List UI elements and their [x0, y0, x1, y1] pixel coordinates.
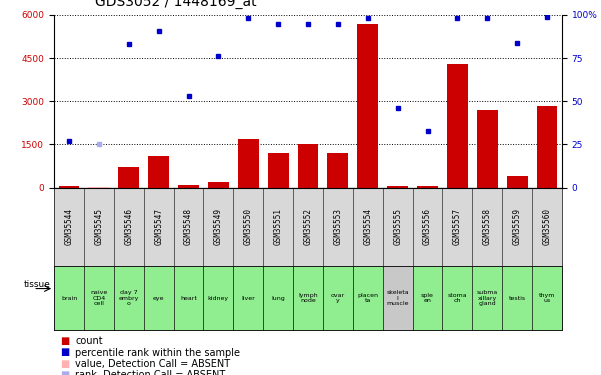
Bar [178, 184, 199, 188]
Text: GSM35560: GSM35560 [543, 209, 552, 245]
Bar [323, 266, 353, 330]
Text: kidney: kidney [208, 296, 229, 301]
Bar [267, 153, 288, 188]
Text: GSM35556: GSM35556 [423, 209, 432, 245]
Bar [447, 64, 468, 188]
Bar [532, 266, 562, 330]
Text: brain: brain [61, 296, 77, 301]
Bar [293, 266, 323, 330]
Text: ■: ■ [60, 348, 69, 357]
Text: GDS3052 / 1448169_at: GDS3052 / 1448169_at [95, 0, 257, 9]
Bar [238, 139, 258, 188]
Text: ■: ■ [60, 336, 69, 346]
Bar [328, 153, 349, 188]
Text: GSM35550: GSM35550 [244, 209, 253, 245]
Text: GSM35558: GSM35558 [483, 209, 492, 245]
Bar [477, 110, 498, 188]
Text: ■: ■ [60, 359, 69, 369]
Text: liver: liver [242, 296, 255, 301]
Text: count: count [75, 336, 103, 346]
Text: ovar
y: ovar y [331, 293, 345, 303]
Bar [297, 144, 319, 188]
Text: rank, Detection Call = ABSENT: rank, Detection Call = ABSENT [75, 370, 225, 375]
Text: GSM35553: GSM35553 [334, 209, 343, 245]
Bar [353, 266, 383, 330]
Text: lung: lung [271, 296, 285, 301]
Text: testis: testis [508, 296, 526, 301]
Text: stoma
ch: stoma ch [448, 293, 467, 303]
Text: GSM35555: GSM35555 [393, 209, 402, 245]
Bar [358, 24, 378, 188]
Text: lymph
node: lymph node [298, 293, 318, 303]
Bar [412, 266, 442, 330]
Text: heart: heart [180, 296, 197, 301]
Text: GSM35554: GSM35554 [363, 209, 372, 245]
Bar [387, 186, 408, 188]
Bar [263, 266, 293, 330]
Text: naive
CD4
cell: naive CD4 cell [90, 290, 108, 306]
Bar [507, 176, 528, 188]
Text: GSM35544: GSM35544 [64, 209, 73, 245]
Text: GSM35552: GSM35552 [304, 209, 313, 245]
Bar [208, 182, 229, 188]
Bar [472, 266, 502, 330]
Bar [114, 266, 144, 330]
Text: GSM35549: GSM35549 [214, 209, 223, 245]
Bar [502, 266, 532, 330]
Bar [148, 156, 169, 188]
Text: skeleta
l
muscle: skeleta l muscle [386, 290, 409, 306]
Text: eye: eye [153, 296, 165, 301]
Bar [383, 266, 412, 330]
Bar [442, 266, 472, 330]
Bar [118, 167, 139, 188]
Text: ■: ■ [60, 370, 69, 375]
Text: day 7
embry
o: day 7 embry o [118, 290, 139, 306]
Text: placen
ta: placen ta [357, 293, 378, 303]
Text: GSM35557: GSM35557 [453, 209, 462, 245]
Text: GSM35559: GSM35559 [513, 209, 522, 245]
Bar [174, 266, 204, 330]
Bar [54, 266, 84, 330]
Text: GSM35547: GSM35547 [154, 209, 163, 245]
Text: thym
us: thym us [539, 293, 555, 303]
Bar [88, 187, 109, 188]
Text: subma
xillary
gland: subma xillary gland [477, 290, 498, 306]
Text: GSM35545: GSM35545 [94, 209, 103, 245]
Bar [84, 266, 114, 330]
Bar [233, 266, 263, 330]
Bar [537, 106, 558, 188]
Text: GSM35548: GSM35548 [184, 209, 193, 245]
Bar [204, 266, 233, 330]
Bar [58, 186, 79, 188]
Text: GSM35546: GSM35546 [124, 209, 133, 245]
Text: tissue: tissue [24, 280, 51, 289]
Text: value, Detection Call = ABSENT: value, Detection Call = ABSENT [75, 359, 230, 369]
Bar [144, 266, 174, 330]
Text: sple
en: sple en [421, 293, 434, 303]
Text: GSM35551: GSM35551 [273, 209, 282, 245]
Bar [417, 186, 438, 188]
Text: percentile rank within the sample: percentile rank within the sample [75, 348, 240, 357]
